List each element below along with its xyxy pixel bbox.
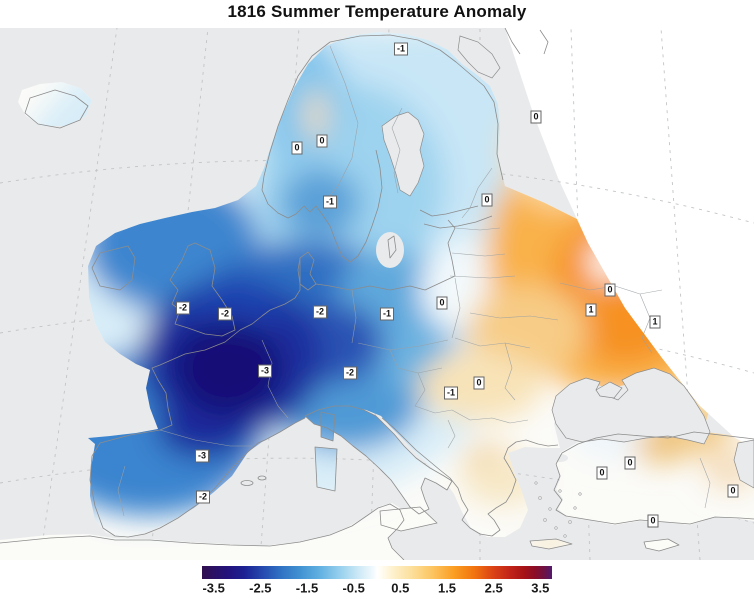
europe-map [0,28,754,560]
inland-seas [376,35,754,489]
colorbar-tick: -2.5 [249,580,272,596]
out-of-domain-wedge [505,28,754,448]
colorbar-tick: 2.5 [484,580,503,596]
colorbar-tick: 0.5 [391,580,410,596]
colorbar-tick: -0.5 [342,580,365,596]
coastlines [0,28,754,560]
white-sea [457,35,501,79]
gulf-of-bothnia [381,111,425,197]
aegean-islands [534,481,582,538]
caspian-edge [733,439,754,489]
colorbar [202,566,552,579]
colorbar-tick: 1.5 [437,580,457,596]
page-title: 1816 Summer Temperature Anomaly [227,2,527,21]
country-borders [117,45,711,517]
crimea [595,381,623,399]
colorbar-tick: 3.5 [531,580,550,596]
sea-of-marmara [552,454,568,462]
map-area: -1 0 0 0 -1 0 -2 -2 -2 -1 0 -3 -2 0 -1 0 1 1 -3 -2 0 0 0 0 [0,28,754,560]
baltic-gotland-patch [376,232,404,268]
colorbar-tick: -1.5 [295,580,319,596]
colorbar-tick: -3.5 [202,580,225,596]
